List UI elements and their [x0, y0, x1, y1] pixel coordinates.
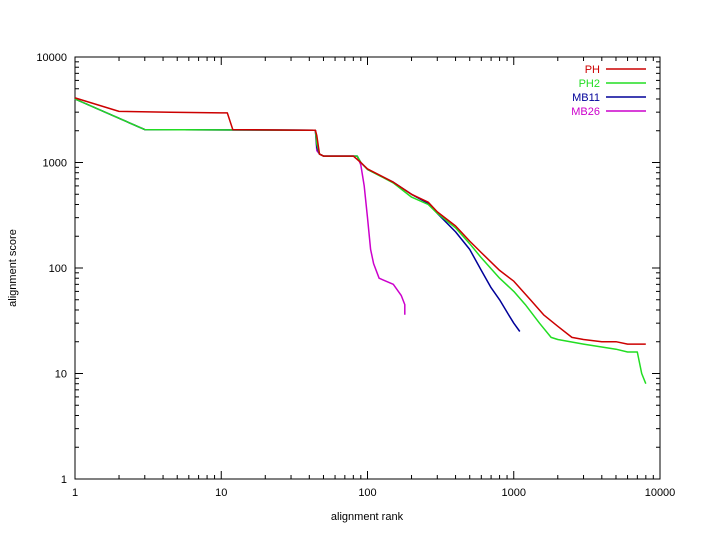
- y-tick-label: 10000: [36, 52, 67, 64]
- series-group: [74, 97, 647, 384]
- y-axis-title: alignment score: [7, 229, 19, 307]
- x-tick-label: 10: [215, 487, 227, 499]
- series-line-mb11: [74, 98, 521, 332]
- x-tick-label: 100: [358, 487, 376, 499]
- legend-label-ph2: PH2: [579, 78, 600, 90]
- legend-label-mb11: MB11: [572, 92, 600, 104]
- y-tick-label: 1000: [43, 158, 67, 170]
- y-tick-label: 100: [49, 263, 67, 275]
- x-tick-label: 1: [72, 487, 78, 499]
- x-axis-title: alignment rank: [331, 511, 404, 523]
- x-tick-label: 10000: [645, 487, 676, 499]
- axis-ticks: 1 10 100 1000 10000 1 10 100 1000 10000: [36, 52, 675, 499]
- legend: PH PH2 MB11 MB26: [571, 64, 646, 118]
- y-tick-label: 1: [61, 474, 67, 486]
- legend-label-ph: PH: [585, 64, 600, 76]
- series-line-ph: [74, 97, 646, 345]
- legend-label-mb26: MB26: [571, 106, 600, 118]
- y-tick-label: 10: [55, 369, 67, 381]
- series-line-mb26: [74, 98, 406, 315]
- series-line-ph2: [74, 98, 647, 384]
- plot-frame: [74, 56, 661, 480]
- x-tick-label: 1000: [502, 487, 526, 499]
